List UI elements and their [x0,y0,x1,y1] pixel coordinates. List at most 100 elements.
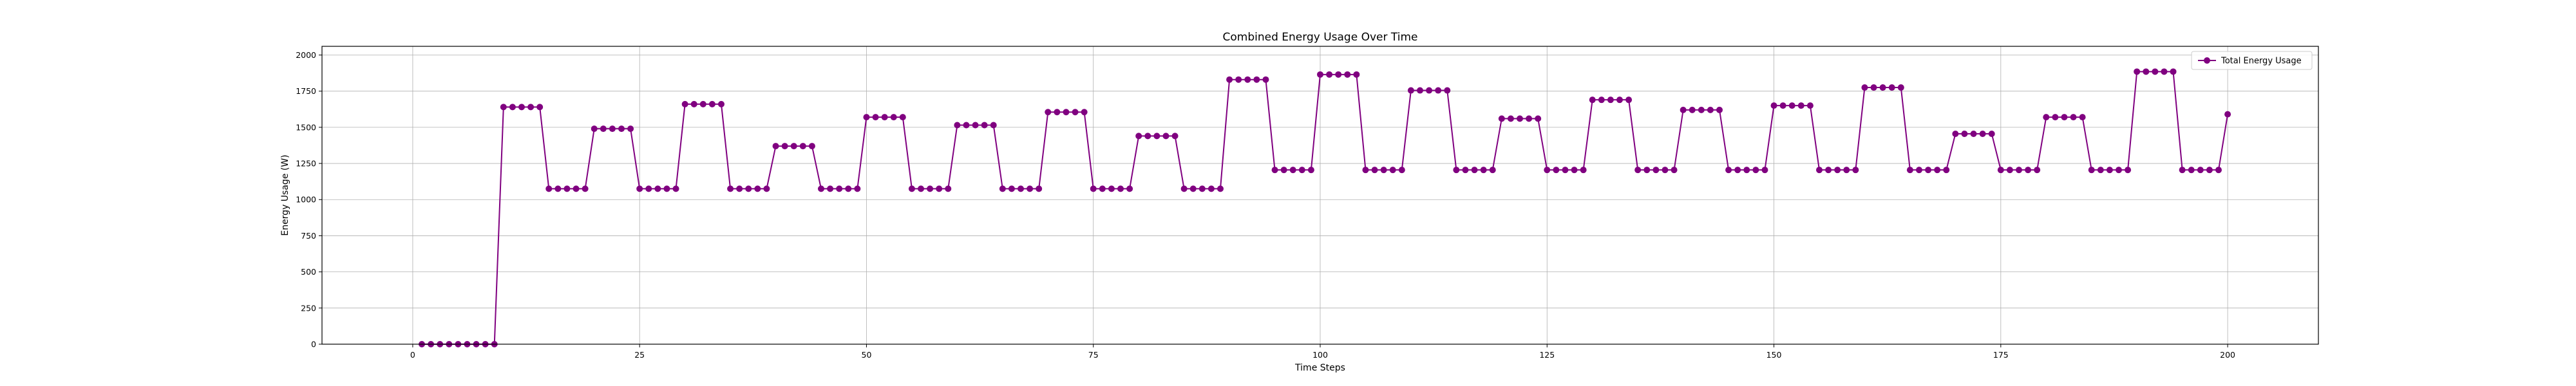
data-point [2025,167,2032,174]
data-point [1770,102,1777,109]
data-point [1671,167,1678,174]
data-point [918,185,924,192]
y-tick-label: 250 [301,303,316,313]
data-point [2125,167,2132,174]
data-point [1779,102,1786,109]
data-point [1081,109,1088,116]
data-point [1680,106,1687,113]
data-point [1716,106,1723,113]
data-point [1725,167,1732,174]
data-point [554,185,562,192]
data-point [1198,185,1206,192]
data-point [954,122,961,129]
data-point [1625,96,1633,104]
data-point [1235,76,1242,83]
data-point [1108,185,1115,192]
data-point [681,100,688,107]
data-point [1517,115,1523,122]
data-point [1553,167,1560,174]
data-point [1861,84,1868,91]
data-point [591,125,598,133]
data-point [1453,167,1460,174]
data-point [1298,167,1305,174]
data-point [1752,167,1759,174]
data-point [1162,133,1170,140]
data-point [2215,167,2222,174]
data-point [1426,87,1433,94]
data-point [1045,109,1052,116]
data-point [1244,76,1251,83]
data-point [1036,185,1043,192]
data-point [1335,71,1342,78]
data-point [1344,71,1351,78]
data-point [1988,130,1995,137]
data-point [827,185,834,192]
data-point [2088,167,2095,174]
data-point [500,104,507,111]
data-point [1498,115,1505,122]
data-point [1571,167,1578,174]
data-point [1580,167,1587,174]
y-tick-label: 2000 [296,50,316,60]
data-point [936,185,943,192]
data-point [1189,185,1197,192]
data-point [1997,167,2004,174]
data-point [1788,102,1795,109]
data-point [536,104,544,111]
data-point [545,185,553,192]
x-tick-label: 175 [1993,350,2009,360]
data-point [2116,167,2122,174]
y-tick-label: 1000 [296,195,316,205]
data-point [836,185,843,192]
data-point [1389,167,1396,174]
data-point [1371,167,1378,174]
y-axis-label: Energy Usage (W) [280,154,290,235]
data-point [1535,115,1542,122]
x-tick-label: 150 [1766,350,1782,360]
data-point [1489,167,1496,174]
data-point [963,122,970,129]
data-point [1943,167,1950,174]
data-point [1834,167,1841,174]
data-point [972,122,979,129]
legend-entry-total-energy-usage: Total Energy Usage [2221,57,2302,66]
data-point [1307,167,1314,174]
legend: Total Energy Usage [2191,51,2313,70]
data-point [582,185,589,192]
y-tick-label: 750 [301,231,316,241]
data-point [2016,167,2022,174]
data-point [1797,102,1804,109]
chart-title: Combined Energy Usage Over Time [1223,31,1418,44]
data-point [1027,185,1034,192]
data-point [1916,167,1922,174]
data-point [990,122,997,129]
data-point [2197,167,2204,174]
data-point [1417,87,1423,94]
data-point [790,143,797,150]
data-point [2161,68,2168,75]
data-point [1852,167,1859,174]
data-point [872,114,879,121]
data-point [672,185,679,192]
data-point [808,143,815,150]
data-point [1253,76,1260,83]
data-point [1698,106,1705,113]
data-point [1054,109,1061,116]
data-point [1226,76,1233,83]
data-point [1063,109,1070,116]
y-tick-label: 500 [301,267,316,277]
data-point [636,185,643,192]
data-point [1734,167,1741,174]
data-point [645,185,652,192]
data-point [1407,87,1414,94]
data-point [1970,130,1977,137]
data-point [1952,130,1959,137]
x-tick-label: 50 [862,350,872,360]
data-point [1707,106,1714,113]
data-point [754,185,761,192]
data-point [1979,130,1986,137]
data-point [1689,106,1696,113]
data-point [1353,71,1360,78]
data-point [1816,167,1823,174]
